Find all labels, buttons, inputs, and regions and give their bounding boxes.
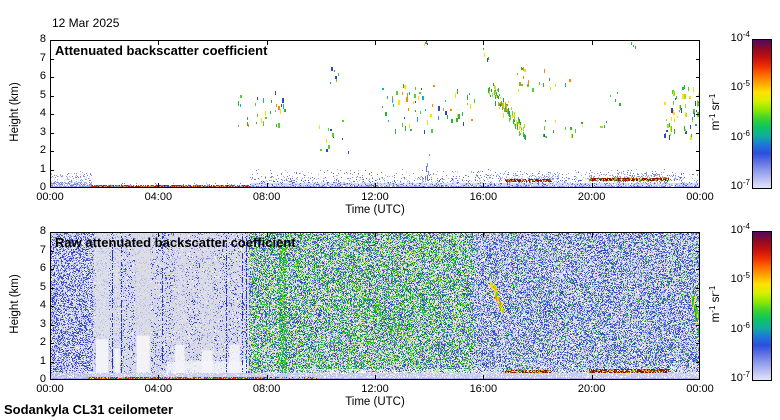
panel-a-colorbar: [752, 39, 772, 189]
x-tick-label: 16:00: [469, 191, 498, 203]
x-tick-label: 16:00: [469, 383, 498, 395]
panel-a-x-axis-label: Time (UTC): [345, 204, 405, 216]
panel-b-colorbar-units: m-1 sr-1: [708, 285, 722, 323]
date-label: 12 Mar 2025: [52, 16, 120, 30]
panel-a-title: Attenuated backscatter coefficient: [55, 43, 268, 58]
panel-b-title: Raw attenuated backscatter coefficient: [55, 235, 296, 250]
colorbar-tick-label: 10-7: [730, 370, 750, 384]
panel-b-x-axis-label: Time (UTC): [345, 396, 405, 408]
x-tick-label: 12:00: [361, 191, 389, 203]
x-tick-label: 20:00: [577, 191, 606, 203]
x-tick-label: 12:00: [361, 383, 389, 395]
x-tick-label: 00:00: [36, 191, 64, 203]
colorbar-tick-label: 10-4: [730, 222, 750, 236]
panel-a-y-axis-label: Height (km): [9, 82, 21, 142]
x-tick-label: 08:00: [252, 383, 281, 395]
x-tick-label: 04:00: [144, 191, 173, 203]
colorbar-tick-label: 10-5: [730, 79, 750, 94]
x-tick-label: 08:00: [252, 191, 281, 203]
panel-a-colorbar-units: m-1 sr-1: [708, 93, 722, 131]
panel-b-y-axis-label: Height (km): [9, 274, 21, 334]
instrument-label: Sodankyla CL31 ceilometer: [4, 402, 174, 417]
colorbar-tick-label: 10-7: [730, 178, 750, 192]
x-tick-label: 00:00: [686, 383, 714, 395]
x-tick-label: 04:00: [144, 383, 173, 395]
colorbar-tick-label: 10-4: [730, 30, 750, 44]
x-tick-label: 00:00: [686, 191, 714, 203]
colorbar-tick-label: 10-5: [730, 271, 750, 286]
attenuated-backscatter-heatmap: [50, 40, 700, 188]
panel-b-colorbar: [752, 231, 772, 381]
colorbar-tick-label: 10-6: [730, 128, 750, 143]
raw-backscatter-heatmap: [50, 232, 700, 380]
x-tick-label: 20:00: [577, 383, 606, 395]
colorbar-tick-label: 10-6: [730, 320, 750, 335]
x-tick-label: 00:00: [36, 383, 64, 395]
